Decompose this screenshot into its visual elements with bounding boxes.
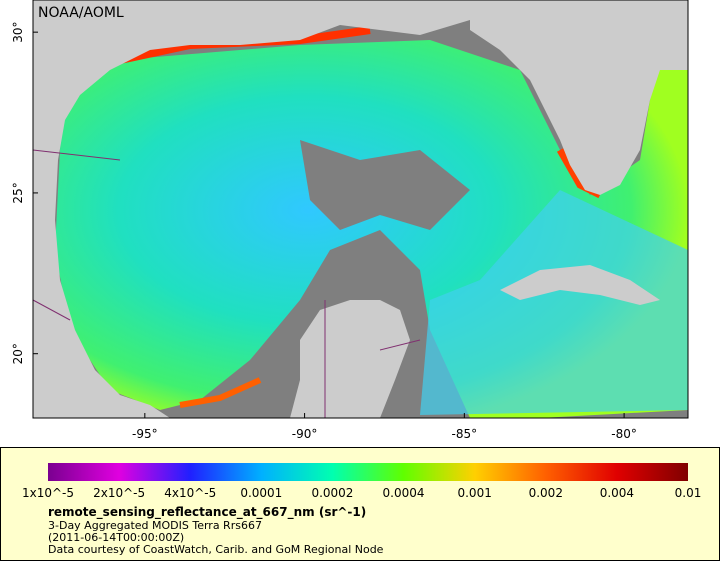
no-data-patch <box>300 140 470 230</box>
coastal-high-reflectance <box>179 377 262 408</box>
caption-line: (2011-06-14T00:00:00Z) <box>48 531 184 544</box>
y-tick-label: 30° <box>11 22 25 43</box>
border <box>32 149 421 418</box>
colorbar-tick-label: 1x10^-5 <box>22 486 74 500</box>
map-frame <box>32 0 689 419</box>
colorbar-tick-label: 0.0001 <box>240 486 282 500</box>
caption-line: Data courtesy of CoastWatch, Carib. and … <box>48 543 384 556</box>
reflectance-field <box>420 190 688 415</box>
land <box>33 0 470 418</box>
colorbar-tick-label: 2x10^-5 <box>93 486 145 500</box>
y-tick-label: 20° <box>11 343 25 364</box>
colorbar-tick-label: 0.0004 <box>383 486 425 500</box>
land <box>290 300 410 418</box>
colorbar-tick-label: 0.0002 <box>311 486 353 500</box>
colorbar-tick-label: 0.004 <box>600 486 634 500</box>
land <box>470 0 688 195</box>
credit: NOAA/AOML <box>38 5 124 21</box>
land <box>500 265 660 305</box>
colorbar-tick-label: 0.001 <box>457 486 491 500</box>
colorbar-tick-label: 4x10^-5 <box>164 486 216 500</box>
colorbar-tick-label: 0.002 <box>529 486 563 500</box>
colorbar-tick-label: 0.01 <box>675 486 702 500</box>
x-tick-label: -85° <box>452 427 478 441</box>
caption-line: 3-Day Aggregated MODIS Terra Rrs667 <box>48 519 262 532</box>
caption-title: remote_sensing_reflectance_at_667_nm (sr… <box>48 505 366 520</box>
y-tick-label: 25° <box>11 182 25 203</box>
x-tick-label: -95° <box>132 427 158 441</box>
colorbar <box>48 463 688 481</box>
x-tick-label: -80° <box>611 427 637 441</box>
x-tick-label: -90° <box>292 427 318 441</box>
